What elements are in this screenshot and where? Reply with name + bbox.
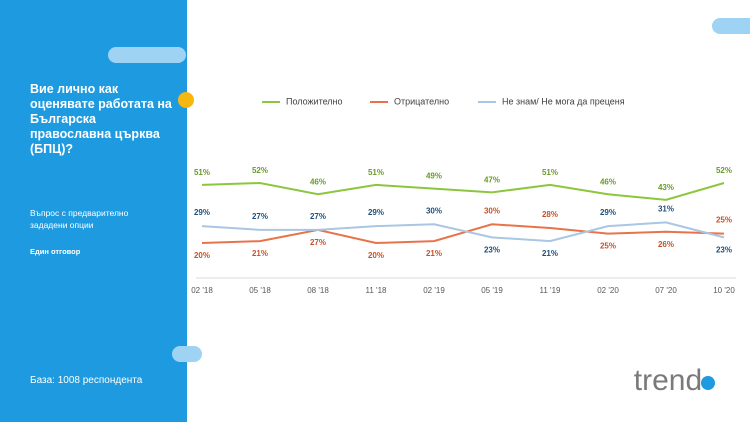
data-label: 30% (426, 206, 442, 215)
data-label: 27% (310, 212, 326, 221)
logo-dot (701, 376, 715, 390)
data-label: 31% (658, 204, 674, 213)
data-label: 27% (310, 238, 326, 247)
decor-pill (172, 346, 202, 362)
x-tick-label: 05 '19 (481, 286, 503, 295)
data-label: 30% (484, 206, 500, 215)
x-tick-label: 05 '18 (249, 286, 271, 295)
note: Въпрос с предварително зададени опции (30, 208, 129, 230)
data-label: 49% (426, 172, 442, 181)
x-tick-label: 07 '20 (655, 286, 677, 295)
x-tick-label: 02 '18 (191, 286, 213, 295)
data-label: 23% (484, 245, 500, 254)
data-label: 21% (426, 249, 442, 258)
x-tick-label: 02 '19 (423, 286, 445, 295)
data-label: 21% (542, 249, 558, 258)
data-label: 21% (252, 249, 268, 258)
x-tick-label: 10 '20 (713, 286, 735, 295)
decor-dot (178, 92, 194, 108)
legend-label: Отрицателно (394, 96, 449, 106)
series-line (201, 221, 725, 243)
decor-pill (712, 18, 750, 34)
data-label: 43% (658, 183, 674, 192)
x-tick-label: 08 '18 (307, 286, 329, 295)
data-label: 29% (368, 208, 384, 217)
data-label: 25% (716, 216, 732, 225)
data-label: 29% (600, 208, 616, 217)
data-label: 47% (484, 175, 500, 184)
x-tick-label: 02 '20 (597, 286, 619, 295)
series-line (201, 181, 725, 201)
decor-pill (108, 47, 186, 63)
series-line (201, 223, 725, 245)
data-label: 27% (252, 212, 268, 221)
data-label: 46% (310, 177, 326, 186)
data-label: 26% (658, 240, 674, 249)
question: Вие лично как оценявате работата на Бълг… (30, 82, 172, 156)
data-label: 52% (716, 166, 732, 175)
base: База: 1008 респондента (30, 375, 143, 386)
x-tick-label: 11 '18 (366, 286, 388, 295)
side-panel: Вие лично как оценявате работата на Бълг… (0, 0, 187, 422)
data-label: 52% (252, 166, 268, 175)
x-tick-label: 11 '19 (540, 286, 562, 295)
answer-type: Един отговор (30, 247, 81, 256)
data-label: 25% (600, 242, 616, 251)
logo: trend (634, 364, 702, 397)
data-label: 28% (542, 210, 558, 219)
data-label: 51% (194, 168, 210, 177)
data-label: 46% (600, 177, 616, 186)
data-label: 20% (194, 251, 210, 260)
legend-label: Не знам/ Не мога да преценя (502, 96, 625, 106)
data-label: 20% (368, 251, 384, 260)
data-label: 29% (194, 208, 210, 217)
data-label: 51% (542, 168, 558, 177)
data-label: 23% (716, 245, 732, 254)
data-label: 51% (368, 168, 384, 177)
legend-label: Положително (286, 96, 343, 106)
